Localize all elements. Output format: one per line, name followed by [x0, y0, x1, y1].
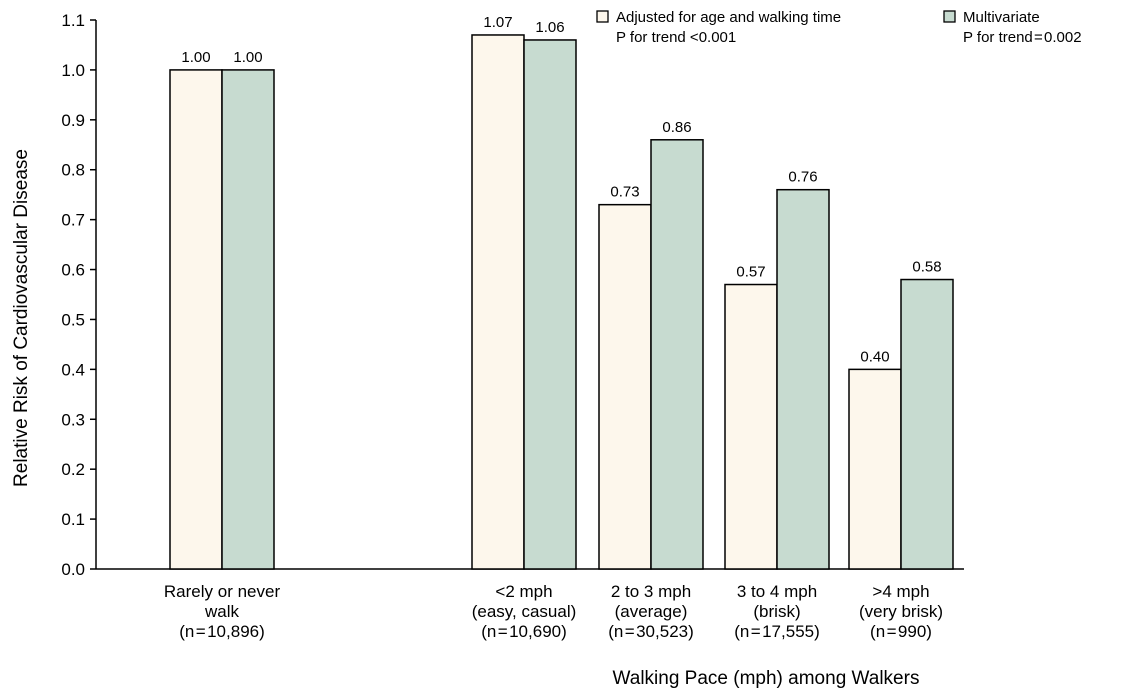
category-label: (brisk) — [753, 602, 800, 621]
bar — [724, 283, 778, 570]
bars: 1.00 1.00 1.07 1.06 0.73 0.86 0.57 0.76 0.40 0.58 — [169, 14, 954, 570]
y-axis-title: Relative Risk of Cardiovascular Disease — [11, 149, 32, 487]
legend-label: Multivariate — [963, 9, 1040, 26]
y-tick-label: 0.6 — [61, 261, 85, 280]
y-tick-label: 0.1 — [61, 510, 85, 529]
category-label: 2 to 3 mph — [611, 582, 691, 601]
category-label: <2 mph — [495, 582, 552, 601]
category-label: (average) — [615, 602, 688, 621]
bar-value-label: 0.86 — [662, 119, 691, 136]
bar — [776, 188, 830, 570]
category-label: walk — [204, 602, 240, 621]
bar — [598, 203, 652, 570]
category-label: (n = 990) — [870, 622, 932, 641]
bar-value-label: 0.57 — [736, 264, 765, 281]
category-label: (n = 17,555) — [734, 622, 820, 641]
category-label: >4 mph — [872, 582, 929, 601]
y-tick-label: 0.2 — [61, 460, 85, 479]
y-tick-label: 0.0 — [61, 560, 85, 579]
category-label: (easy, casual) — [472, 602, 577, 621]
category-label: (n = 10,896) — [179, 622, 265, 641]
legend-note: P for trend = 0.002 — [963, 29, 1082, 46]
legend-note: P for trend <0.001 — [616, 29, 736, 46]
axes: 0.0 0.1 0.2 0.3 0.4 0.5 0.6 0.7 0.8 0.9 1.0 1.1 Rare… — [61, 11, 964, 641]
bar-value-label: 1.06 — [535, 19, 564, 36]
bar — [523, 39, 577, 570]
bar-value-label: 1.00 — [233, 49, 262, 66]
y-tick-label: 0.9 — [61, 111, 85, 130]
bar — [169, 69, 223, 570]
legend-swatch — [596, 10, 609, 23]
bar-value-label: 0.58 — [912, 259, 941, 276]
category-label: Rarely or never — [164, 582, 281, 601]
bar-value-label: 0.76 — [788, 169, 817, 186]
y-tick-label: 0.7 — [61, 211, 85, 230]
x-axis-title: Walking Pace (mph) among Walkers — [613, 668, 920, 689]
category-label: 3 to 4 mph — [737, 582, 817, 601]
y-tick-label: 0.3 — [61, 410, 85, 429]
bar-value-label: 0.73 — [610, 184, 639, 201]
legend: Adjusted for age and walking time P for t… — [596, 9, 1082, 46]
bar — [650, 139, 704, 570]
category-label: (n = 10,690) — [481, 622, 567, 641]
bar-value-label: 1.00 — [181, 49, 210, 66]
y-tick-label: 1.0 — [61, 61, 85, 80]
legend-swatch — [943, 10, 956, 23]
bar — [900, 278, 954, 570]
category-label: (very brisk) — [859, 602, 943, 621]
legend-label: Adjusted for age and walking time — [616, 9, 841, 26]
bar-value-label: 1.07 — [483, 14, 512, 31]
bar — [471, 34, 525, 570]
category-label: (n = 30,523) — [608, 622, 694, 641]
bar-value-label: 0.40 — [860, 348, 889, 365]
y-tick-label: 1.1 — [61, 11, 85, 30]
bar — [221, 69, 275, 570]
y-tick-label: 0.4 — [61, 360, 85, 379]
y-tick-label: 0.8 — [61, 161, 85, 180]
bar — [848, 368, 902, 570]
y-tick-label: 0.5 — [61, 310, 85, 329]
